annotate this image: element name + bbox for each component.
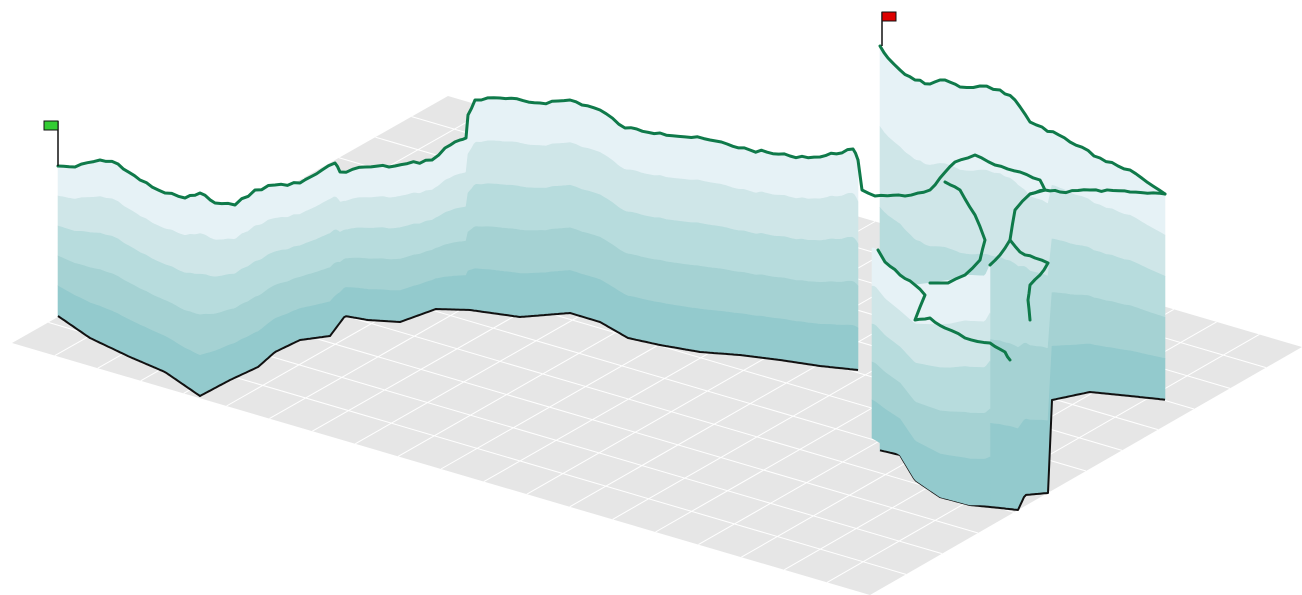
profile-wall-inner xyxy=(871,247,991,506)
elevation-band xyxy=(871,399,991,506)
wall-base-outline xyxy=(57,308,859,397)
end-flag-cloth xyxy=(881,11,897,22)
track-loop xyxy=(988,238,1012,267)
flags xyxy=(43,11,897,166)
start-flag xyxy=(43,120,59,166)
start-flag-cloth xyxy=(43,120,59,131)
track-loop xyxy=(876,248,1012,362)
track-loop xyxy=(928,180,987,285)
end-flag xyxy=(881,11,897,46)
profile-walls xyxy=(57,44,1166,511)
track-lines xyxy=(56,44,1167,362)
track-left xyxy=(56,96,860,207)
track-loop xyxy=(1008,238,1050,322)
track-loop xyxy=(1028,188,1167,196)
track-loop xyxy=(856,153,1047,242)
track-right xyxy=(878,44,1167,196)
